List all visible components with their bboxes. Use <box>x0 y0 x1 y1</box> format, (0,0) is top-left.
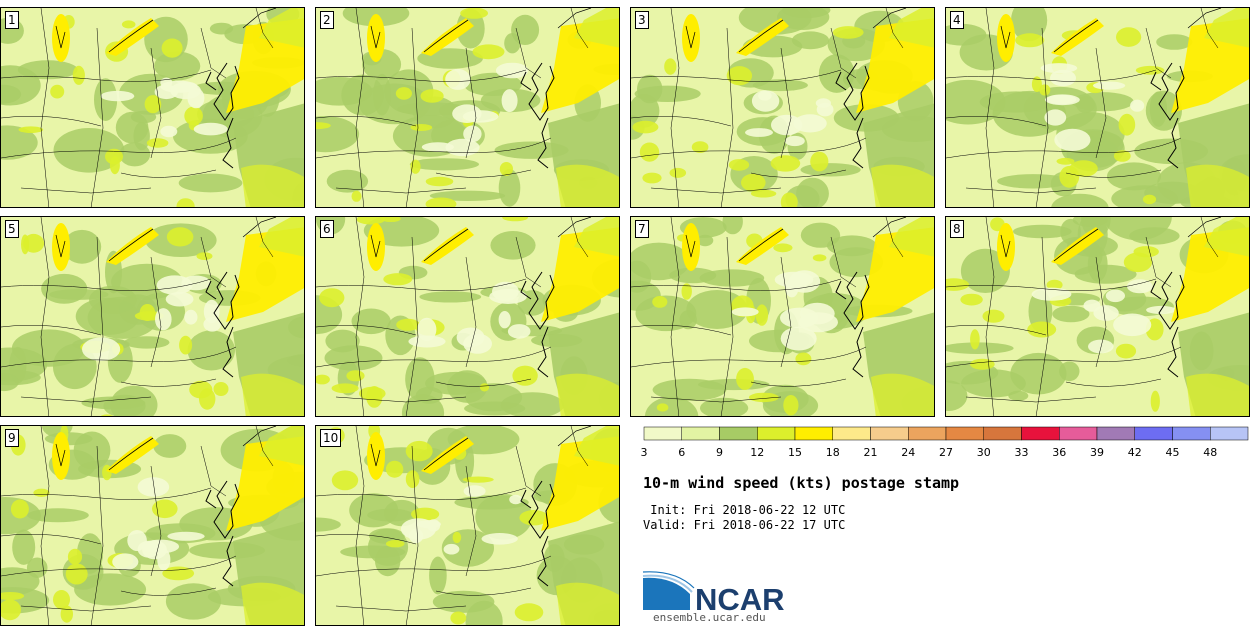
member-number-label: 10 <box>320 429 342 447</box>
colorbar-tick: 48 <box>1203 446 1218 459</box>
member-number-label: 6 <box>320 220 334 238</box>
colorbar-swatch-15 <box>1210 426 1249 441</box>
map-panel-3: 3 <box>630 7 935 208</box>
wind-speed-map <box>1 217 304 416</box>
wind-speed-map <box>316 217 619 416</box>
map-panel-8: 8 <box>945 216 1250 417</box>
member-number-label: 8 <box>950 220 964 238</box>
colorbar-tick: 6 <box>678 446 686 459</box>
chart-title: 10-m wind speed (kts) postage stamp <box>643 474 960 492</box>
member-number-label: 5 <box>5 220 19 238</box>
colorbar-swatch-10 <box>1021 426 1060 441</box>
map-panel-5: 5 <box>0 216 305 417</box>
colorbar-swatch-13 <box>1134 426 1173 441</box>
member-number-label: 7 <box>635 220 649 238</box>
wind-speed-map <box>631 8 934 207</box>
colorbar-swatch-1 <box>681 426 720 441</box>
ncar-logo-url: ensemble.ucar.edu <box>653 611 766 624</box>
map-panel-2: 2 <box>315 7 620 208</box>
colorbar-tick: 12 <box>750 446 765 459</box>
colorbar-tick: 3 <box>640 446 648 459</box>
colorbar-tick: 42 <box>1127 446 1142 459</box>
ncar-logo: NCAR <box>642 571 785 612</box>
colorbar-swatch-14 <box>1172 426 1211 441</box>
wind-speed-colorbar <box>643 426 1249 441</box>
colorbar-swatch-7 <box>908 426 947 441</box>
ncar-logo-text: NCAR <box>695 582 785 612</box>
member-number-label: 9 <box>5 429 19 447</box>
map-panel-7: 7 <box>630 216 935 417</box>
map-panel-10: 10 <box>315 425 620 626</box>
valid-time: Valid: Fri 2018-06-22 17 UTC <box>643 518 846 532</box>
colorbar-tick: 33 <box>1014 446 1029 459</box>
wind-speed-map <box>1 426 304 625</box>
map-panel-9: 9 <box>0 425 305 626</box>
colorbar-tick: 27 <box>939 446 953 459</box>
colorbar-tick: 21 <box>863 446 878 459</box>
colorbar-tick: 39 <box>1090 446 1104 459</box>
wind-speed-map <box>631 217 934 416</box>
colorbar-swatch-2 <box>719 426 758 441</box>
colorbar-swatch-12 <box>1096 426 1135 441</box>
init-time: Init: Fri 2018-06-22 12 UTC <box>643 503 846 517</box>
member-number-label: 4 <box>950 11 964 29</box>
colorbar-swatch-4 <box>794 426 833 441</box>
wind-speed-map <box>946 8 1249 207</box>
colorbar-tick: 45 <box>1165 446 1180 459</box>
map-panel-6: 6 <box>315 216 620 417</box>
wind-speed-map <box>316 426 619 625</box>
colorbar-swatch-5 <box>832 426 871 441</box>
colorbar-swatch-8 <box>945 426 984 441</box>
ncar-logo-swoosh <box>643 577 690 610</box>
colorbar-swatch-3 <box>757 426 796 441</box>
wind-speed-map <box>1 8 304 207</box>
member-number-label: 3 <box>635 11 649 29</box>
colorbar-tick: 30 <box>976 446 991 459</box>
colorbar-swatch-0 <box>643 426 682 441</box>
colorbar-swatch-6 <box>870 426 909 441</box>
colorbar-tick: 15 <box>788 446 802 459</box>
colorbar-swatch-11 <box>1059 426 1098 441</box>
map-panel-4: 4 <box>945 7 1250 208</box>
member-number-label: 2 <box>320 11 334 29</box>
colorbar-tick: 18 <box>825 446 840 459</box>
wind-speed-map <box>946 217 1249 416</box>
colorbar-tick: 9 <box>716 446 723 459</box>
colorbar-tick: 24 <box>901 446 916 459</box>
colorbar-swatch-9 <box>983 426 1022 441</box>
map-panel-1: 1 <box>0 7 305 208</box>
colorbar-tick: 36 <box>1052 446 1067 459</box>
wind-speed-map <box>316 8 619 207</box>
member-number-label: 1 <box>5 11 19 29</box>
